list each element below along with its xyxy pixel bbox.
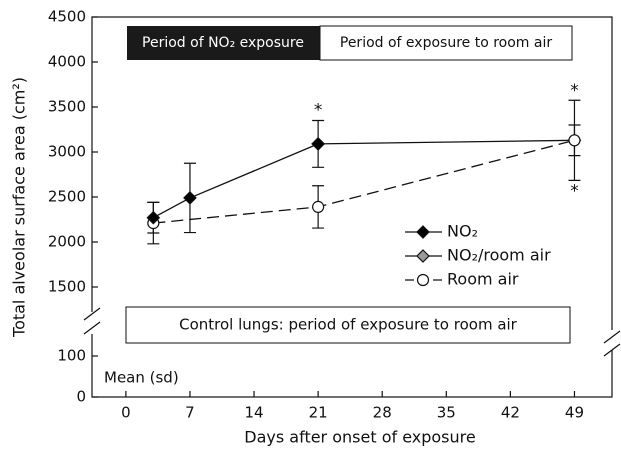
no2-period-box [127, 26, 320, 60]
control-box [125, 306, 571, 344]
x-tick-label: 42 [501, 404, 520, 422]
room-air-period-box [319, 25, 573, 61]
period-label: Period of NO₂ exposure [142, 35, 304, 51]
marker [311, 137, 325, 151]
y-axis-label: Total alveolar surface area (cm²) [10, 77, 29, 338]
marker [146, 210, 161, 225]
marker [416, 225, 430, 239]
series-line [153, 139, 575, 224]
y-tick-label: 0 [76, 388, 86, 406]
marker [416, 249, 430, 263]
legend-label: NO₂/room air [447, 246, 551, 265]
axis-break-gap [85, 312, 99, 334]
x-tick-label: 0 [121, 404, 131, 422]
x-tick-label: 21 [309, 404, 328, 422]
legend-label: Room air [447, 270, 519, 289]
marker [183, 191, 197, 205]
y-tick-label: 2500 [48, 188, 86, 206]
axis-break [83, 307, 101, 335]
marker [416, 273, 430, 287]
series-line [153, 143, 319, 219]
plot-frame [91, 16, 613, 398]
axis-break [603, 330, 621, 357]
annotation: * [314, 101, 323, 121]
x-tick-label: 7 [185, 404, 195, 422]
legend-label: NO₂ [447, 222, 478, 241]
y-tick-label: 4500 [48, 8, 86, 26]
x-tick-label: 35 [437, 404, 456, 422]
y-tick-label: 4000 [48, 53, 86, 71]
note: Mean (sd) [104, 369, 179, 387]
x-tick-label: 14 [244, 404, 263, 422]
x-axis-label: Days after onset of exposure [244, 428, 475, 447]
y-tick-label: 1500 [48, 278, 86, 296]
series-line [318, 139, 575, 145]
control-label: Control lungs: period of exposure to roo… [179, 316, 518, 334]
annotation: * [570, 182, 579, 202]
marker [312, 200, 325, 213]
period-label: Period of exposure to room air [340, 35, 552, 51]
x-tick-label: 28 [373, 404, 392, 422]
y-tick-label: 100 [57, 347, 86, 365]
y-tick-label: 3000 [48, 143, 86, 161]
y-tick-label: 2000 [48, 233, 86, 251]
annotation: * [570, 81, 579, 101]
y-tick-label: 3500 [48, 98, 86, 116]
marker [568, 134, 581, 147]
x-tick-label: 49 [565, 404, 584, 422]
